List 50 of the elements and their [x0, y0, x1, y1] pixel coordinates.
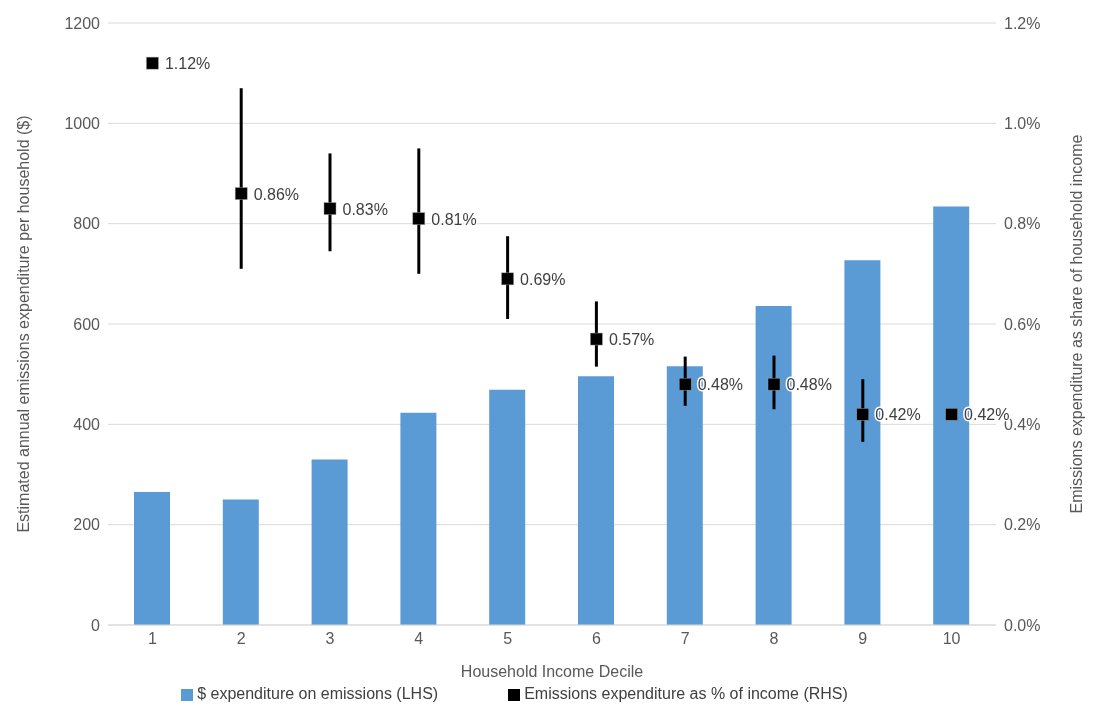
y-tick-label: 1000: [64, 115, 101, 133]
bar: [400, 412, 437, 625]
x-tick-label: 8: [769, 630, 779, 648]
y-tick-label: 800: [73, 215, 101, 233]
y-tick-label: 400: [73, 416, 101, 434]
y2-tick-label: 0.0%: [1004, 616, 1041, 634]
x-tick-label: 9: [858, 630, 868, 648]
y2-axis-title: Emissions expenditure as share of household income: [1067, 134, 1085, 514]
x-tick-label: 6: [591, 630, 601, 648]
y2-tick-label: 0.2%: [1004, 516, 1041, 534]
legend-label: $ expenditure on emissions (LHS): [197, 685, 439, 702]
y2-tick-label: 0.6%: [1004, 315, 1041, 333]
point: [234, 187, 248, 200]
bar: [489, 389, 526, 625]
x-tick-label: 5: [503, 630, 513, 648]
bar: [134, 492, 170, 625]
x-tick-label: 4: [414, 630, 424, 648]
x-tick-label: 7: [680, 630, 690, 648]
x-tick-label: 2: [236, 630, 246, 648]
y-tick-label: 1200: [64, 14, 101, 32]
x-tick-label: 3: [325, 630, 335, 648]
point: [323, 202, 337, 215]
point: [945, 408, 958, 421]
bar: [578, 376, 614, 625]
y-axis-title: Estimated annual emissions expenditure per household ($): [14, 115, 32, 533]
bar: [311, 459, 348, 625]
data-label: 0.86%: [253, 185, 300, 203]
point: [412, 212, 426, 225]
point: [767, 377, 781, 391]
data-label: 0.81%: [431, 210, 477, 228]
data-label: 0.83%: [342, 200, 388, 218]
x-axis-title: Household Income Decile: [460, 663, 644, 680]
data-label: 1.12%: [164, 55, 211, 73]
y-tick-label: 200: [73, 516, 101, 534]
y-tick-label: 600: [73, 315, 101, 333]
point: [590, 332, 603, 346]
data-label: 0.57%: [608, 331, 655, 349]
y-tick-label: 0: [91, 616, 101, 634]
point: [146, 56, 159, 70]
legend-label: Emissions expenditure as % of income (RHS): [524, 685, 848, 702]
y2-tick-label: 1.2%: [1004, 14, 1041, 32]
point: [501, 272, 514, 286]
point: [678, 377, 692, 391]
bar: [222, 499, 259, 625]
y2-tick-label: 0.8%: [1004, 215, 1041, 233]
point: [856, 408, 870, 421]
y2-tick-label: 1.0%: [1004, 115, 1041, 133]
x-tick-label: 1: [147, 630, 157, 648]
x-tick-label: 10: [942, 630, 961, 648]
data-label: 0.69%: [520, 270, 566, 288]
